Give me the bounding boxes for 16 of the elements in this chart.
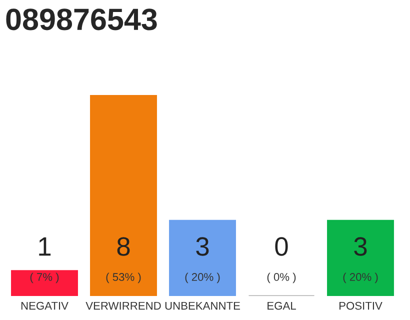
annotation: ( 7% ) [30,272,59,284]
x-tick-label: VERWIRREND [86,302,161,310]
annotation: ( 20% ) [343,272,378,284]
annotation: ( 0% ) [267,272,296,284]
x-tick-label: NEGATIV [21,302,68,310]
data-label: 0 [275,237,288,256]
annotation: ( 20% ) [185,272,220,284]
x-tick-label: EGAL [268,302,296,310]
x-tick-label: POSITIV [339,302,382,310]
chart-title: 089876543 [6,8,157,30]
data-label: 8 [117,237,130,256]
data-label: 1 [39,237,51,256]
data-label: 3 [196,237,209,256]
data-label: 3 [354,237,367,256]
x-tick-label: UNBEKANNTE [165,302,240,310]
annotation: ( 53% ) [106,272,141,284]
